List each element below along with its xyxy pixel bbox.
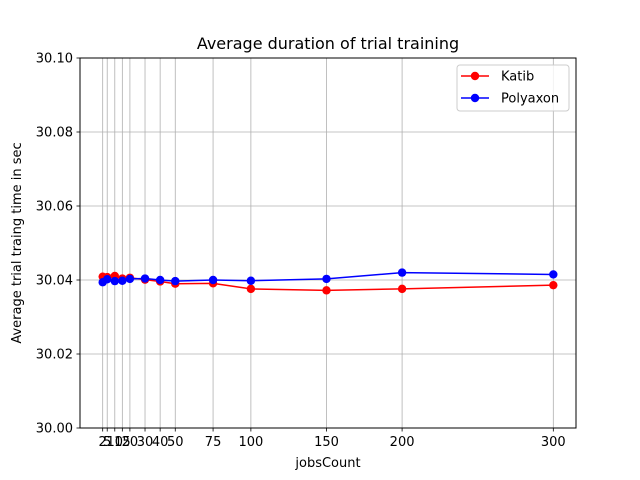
data-point bbox=[171, 276, 180, 286]
data-point bbox=[322, 286, 331, 295]
series-layer bbox=[98, 268, 558, 295]
legend-marker bbox=[470, 71, 480, 81]
y-tick-label: 30.02 bbox=[36, 348, 73, 363]
legend-marker bbox=[470, 93, 480, 103]
data-point bbox=[246, 284, 256, 294]
x-tick-label: 200 bbox=[390, 435, 415, 450]
x-tick-label: 40 bbox=[152, 435, 169, 450]
y-tick-label: 30.06 bbox=[36, 200, 73, 215]
x-tick-label: 20 bbox=[122, 435, 139, 450]
data-point bbox=[125, 274, 135, 284]
legend-label: Katib bbox=[501, 70, 534, 85]
data-point bbox=[397, 268, 407, 277]
y-tick-label: 30.00 bbox=[36, 422, 73, 437]
data-point bbox=[140, 274, 150, 283]
data-point bbox=[118, 276, 127, 285]
legend-item: Polyaxon bbox=[461, 92, 559, 107]
data-point bbox=[322, 274, 331, 284]
data-point bbox=[549, 270, 558, 279]
y-tick-label: 30.08 bbox=[36, 126, 73, 141]
data-point bbox=[549, 280, 558, 290]
plot-frame bbox=[79, 57, 577, 429]
x-tick-label: 75 bbox=[205, 435, 222, 450]
legend: Katib Polyaxon bbox=[456, 64, 570, 112]
x-tick-label: 30 bbox=[137, 435, 154, 450]
x-tick-label: 10 bbox=[107, 435, 124, 450]
x-tick-label: 15 bbox=[114, 435, 131, 450]
x-tick-label: 150 bbox=[314, 435, 339, 450]
data-point bbox=[246, 276, 256, 285]
data-point bbox=[208, 275, 218, 285]
y-axis: 30.00 30.02 30.04 30.06 30.08 30.10 bbox=[36, 52, 80, 437]
y-tick-label: 30.10 bbox=[36, 52, 73, 67]
y-tick-label: 30.04 bbox=[36, 274, 73, 289]
x-tick-label: 100 bbox=[238, 435, 263, 450]
legend-label: Polyaxon bbox=[501, 92, 559, 107]
series-polyaxon bbox=[98, 268, 558, 287]
legend-item: Katib bbox=[461, 70, 534, 85]
y-axis-title: Average trial traing time in sec bbox=[10, 142, 25, 343]
x-tick-label: 5 bbox=[103, 435, 111, 450]
data-point bbox=[103, 275, 112, 284]
x-tick-label: 300 bbox=[541, 435, 566, 450]
x-tick-label: 2 bbox=[99, 435, 107, 450]
x-axis-title: jobsCount bbox=[294, 456, 360, 471]
data-point bbox=[110, 276, 119, 286]
x-tick-label: 50 bbox=[167, 435, 184, 450]
data-point bbox=[397, 284, 407, 294]
chart-title: Average duration of trial training bbox=[197, 34, 459, 53]
data-point bbox=[155, 275, 165, 285]
